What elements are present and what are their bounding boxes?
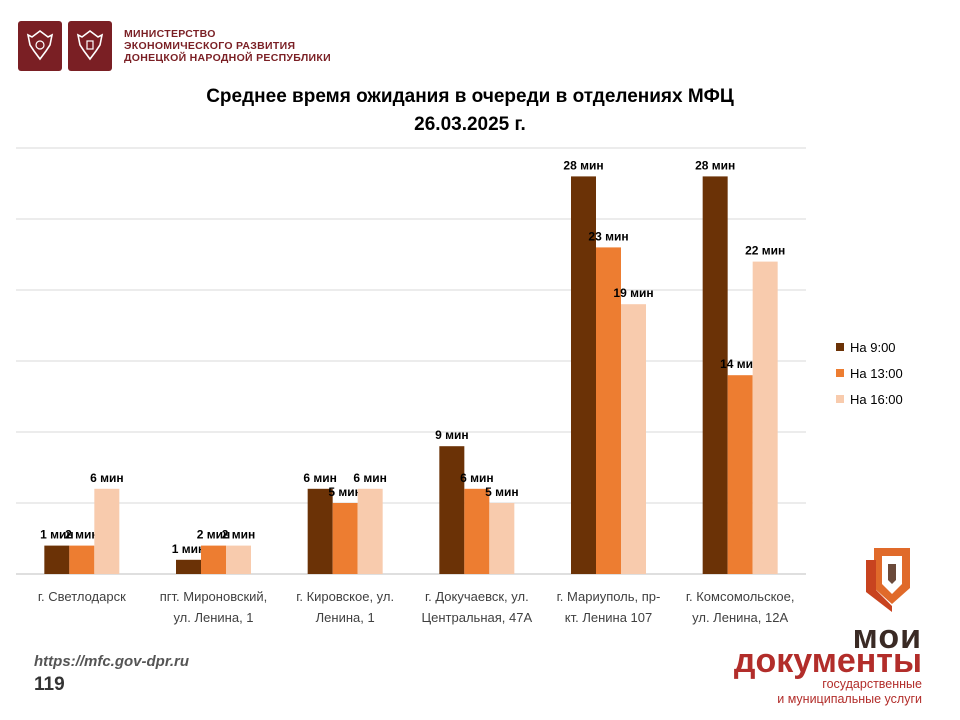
ministry-name: МИНИСТЕРСТВО ЭКОНОМИЧЕСКОГО РАЗВИТИЯ ДОН… [124, 28, 331, 64]
dpr-emblem-icon [68, 21, 112, 71]
bar-0-0 [44, 545, 70, 574]
data-label-1-4: 23 мин [588, 229, 628, 243]
bar-2-4 [621, 304, 646, 574]
bar-2-1 [226, 545, 251, 574]
bar-2-5 [752, 261, 778, 574]
legend-swatch-1 [836, 369, 844, 377]
category-label-1-0: пгт. Мироновский, [160, 589, 268, 604]
data-label-1-0: 2 мин [65, 528, 99, 542]
bar-0-2 [307, 488, 333, 574]
data-label-2-1: 2 мин [222, 528, 256, 542]
brand-subtitle-2: и муниципальные услуги [777, 692, 922, 706]
bar-1-4 [596, 247, 621, 574]
chart-date: 26.03.2025 г. [414, 114, 526, 135]
data-label-0-5: 28 мин [695, 158, 735, 172]
bar-1-5 [727, 375, 753, 574]
data-label-2-2: 6 мин [353, 471, 387, 485]
ministry-header: МИНИСТЕРСТВО ЭКОНОМИЧЕСКОГО РАЗВИТИЯ ДОН… [18, 20, 331, 72]
brand-word-dokumenty: документы [733, 642, 922, 680]
category-label-1-1: ул. Ленина, 1 [173, 610, 253, 625]
legend-item: На 13:00 [836, 360, 903, 386]
data-label-0-2: 6 мин [303, 471, 337, 485]
data-label-1-2: 5 мин [328, 485, 362, 499]
moi-dokumenty-logo: мои документы государственные и муниципа… [712, 540, 922, 710]
bar-1-3 [464, 488, 490, 574]
data-label-1-3: 6 мин [460, 471, 494, 485]
category-label-3-0: г. Докучаевск, ул. [425, 589, 529, 604]
data-label-2-4: 19 мин [613, 286, 653, 300]
chart-legend: На 9:00 На 13:00 На 16:00 [836, 334, 903, 412]
bar-0-3 [439, 446, 465, 574]
category-label-2-1: Ленина, 1 [316, 610, 375, 625]
category-label-4-1: кт. Ленина 107 [565, 610, 652, 625]
data-label-2-0: 6 мин [90, 471, 124, 485]
bar-2-0 [94, 488, 120, 574]
brand-subtitle-1: государственные [822, 677, 922, 691]
legend-item: На 9:00 [836, 334, 903, 360]
bar-2-2 [357, 488, 383, 574]
brand-word-moi: мои [852, 618, 922, 656]
bar-0-4 [571, 176, 596, 574]
bar-0-5 [702, 176, 728, 574]
category-label-5-1: ул. Ленина, 12А [692, 610, 788, 625]
data-label-0-0: 1 мин [40, 528, 74, 542]
bar-0-1 [176, 559, 201, 574]
ministry-line-2: ЭКОНОМИЧЕСКОГО РАЗВИТИЯ [124, 40, 296, 52]
moi-dokumenty-icon [866, 548, 910, 612]
legend-swatch-2 [836, 395, 844, 403]
bar-1-0 [69, 545, 95, 574]
bar-1-2 [332, 503, 358, 574]
legend-label-2: На 16:00 [850, 391, 903, 407]
legend-swatch-0 [836, 343, 844, 351]
ministry-line-1: МИНИСТЕРСТВО [124, 28, 216, 40]
category-label-5-0: г. Комсомольское, [686, 589, 795, 604]
bar-2-3 [489, 503, 515, 574]
legend-label-0: На 9:00 [850, 339, 896, 355]
category-label-4-0: г. Мариуполь, пр- [557, 589, 661, 604]
data-label-0-3: 9 мин [435, 428, 469, 442]
data-label-1-1: 2 мин [197, 528, 231, 542]
legend-item: На 16:00 [836, 386, 903, 412]
category-label-2-0: г. Кировское, ул. [296, 589, 394, 604]
data-label-1-5: 14 мин [720, 357, 760, 371]
legend-label-1: На 13:00 [850, 365, 903, 381]
russia-emblem-icon [18, 21, 62, 71]
chart-title: Среднее время ожидания в очереди в отдел… [206, 86, 734, 107]
data-label-2-3: 5 мин [485, 485, 519, 499]
category-label-3-1: Центральная, 47А [422, 610, 533, 625]
site-url[interactable]: https://mfc.gov-dpr.ru [34, 653, 189, 670]
bar-1-1 [201, 545, 226, 574]
data-label-0-1: 1 мин [172, 542, 206, 556]
ministry-line-3: ДОНЕЦКОЙ НАРОДНОЙ РЕСПУБЛИКИ [124, 52, 331, 64]
data-label-0-4: 28 мин [563, 158, 603, 172]
category-label-0-0: г. Светлодарск [38, 589, 126, 604]
page-number: 119 [34, 674, 65, 695]
data-label-2-5: 22 мин [745, 244, 785, 258]
